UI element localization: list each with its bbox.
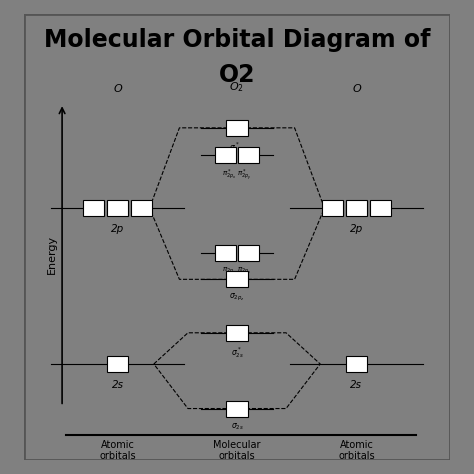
FancyBboxPatch shape: [238, 245, 259, 261]
FancyBboxPatch shape: [238, 146, 259, 163]
FancyBboxPatch shape: [226, 325, 248, 341]
Text: $\sigma_{2p_z}$: $\sigma_{2p_z}$: [229, 292, 245, 303]
Text: 2s: 2s: [111, 380, 124, 390]
Text: $\pi_{2p_x}$ $\pi_{2p_y}$: $\pi_{2p_x}$ $\pi_{2p_y}$: [222, 265, 252, 277]
FancyBboxPatch shape: [83, 200, 104, 216]
FancyBboxPatch shape: [346, 200, 367, 216]
Text: 2s: 2s: [350, 380, 363, 390]
Text: $\sigma^*_{2p_z}$: $\sigma^*_{2p_z}$: [229, 140, 245, 156]
Text: $\pi^*_{2p_x}$ $\pi^*_{2p_y}$: $\pi^*_{2p_x}$ $\pi^*_{2p_y}$: [222, 167, 252, 182]
FancyBboxPatch shape: [107, 200, 128, 216]
FancyBboxPatch shape: [107, 356, 128, 372]
Text: 2p: 2p: [111, 224, 124, 234]
Text: $\sigma_{2s}$: $\sigma_{2s}$: [230, 421, 244, 431]
Text: Energy: Energy: [46, 235, 56, 274]
Text: $\sigma^*_{2s}$: $\sigma^*_{2s}$: [230, 345, 244, 360]
FancyBboxPatch shape: [370, 200, 391, 216]
Text: O$_2$: O$_2$: [229, 81, 245, 94]
FancyBboxPatch shape: [226, 120, 248, 136]
FancyBboxPatch shape: [226, 401, 248, 417]
FancyBboxPatch shape: [346, 356, 367, 372]
Text: O: O: [113, 84, 122, 94]
Text: Molecular
orbitals: Molecular orbitals: [213, 440, 261, 461]
FancyBboxPatch shape: [226, 271, 248, 287]
Text: O: O: [352, 84, 361, 94]
FancyBboxPatch shape: [322, 200, 343, 216]
FancyBboxPatch shape: [215, 245, 236, 261]
Text: Atomic
orbitals: Atomic orbitals: [99, 440, 136, 461]
Text: Molecular Orbital Diagram of: Molecular Orbital Diagram of: [44, 27, 430, 52]
Text: 2p: 2p: [350, 224, 363, 234]
Text: Atomic
orbitals: Atomic orbitals: [338, 440, 375, 461]
FancyBboxPatch shape: [215, 146, 236, 163]
FancyBboxPatch shape: [131, 200, 152, 216]
Text: O2: O2: [219, 63, 255, 87]
